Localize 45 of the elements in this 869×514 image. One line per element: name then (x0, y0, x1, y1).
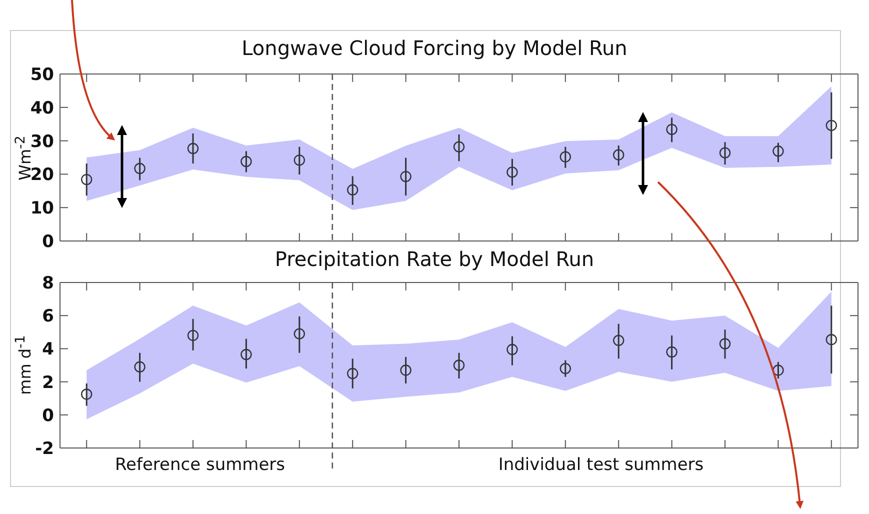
point (560, 151, 571, 162)
y-tick-label: 10 (30, 198, 54, 219)
y-tick-label: 0 (42, 232, 54, 252)
point (719, 338, 731, 350)
point (506, 344, 518, 356)
y-tick-label: 6 (42, 306, 54, 327)
point (294, 154, 305, 166)
text: Individual test summers (498, 455, 704, 475)
y-tick-label: 0 (42, 406, 54, 426)
point (453, 141, 465, 152)
y-tick-label: 4 (42, 340, 54, 360)
point (400, 364, 412, 376)
point (240, 348, 252, 360)
text: Reference summers (114, 455, 286, 475)
y-tick-label: 8 (42, 274, 54, 294)
point (560, 362, 571, 374)
chart-title: Precipitation Rate by Model Run (274, 247, 594, 271)
point (772, 146, 784, 157)
point (613, 149, 624, 160)
point (187, 142, 199, 154)
point (506, 166, 518, 178)
point (240, 156, 252, 168)
point (81, 388, 92, 400)
point (826, 334, 837, 346)
y-tick-label: -2 (35, 439, 54, 460)
point (187, 330, 199, 342)
point (613, 334, 624, 346)
point (347, 184, 358, 196)
point (666, 346, 678, 358)
chart-title: Longwave Cloud Forcing by Model Run (240, 36, 628, 60)
point (134, 162, 146, 174)
point (294, 328, 305, 340)
point (453, 360, 465, 371)
y-tick-label: 50 (30, 65, 54, 86)
point (134, 361, 146, 373)
point (347, 368, 358, 380)
point (666, 124, 678, 136)
point (400, 170, 412, 182)
y-tick-label: 2 (42, 372, 54, 393)
y-tick-label: 30 (30, 132, 54, 152)
point (719, 147, 731, 158)
y-tick-label: 40 (30, 98, 54, 118)
point (826, 120, 837, 132)
point (772, 364, 784, 376)
point (81, 174, 92, 186)
